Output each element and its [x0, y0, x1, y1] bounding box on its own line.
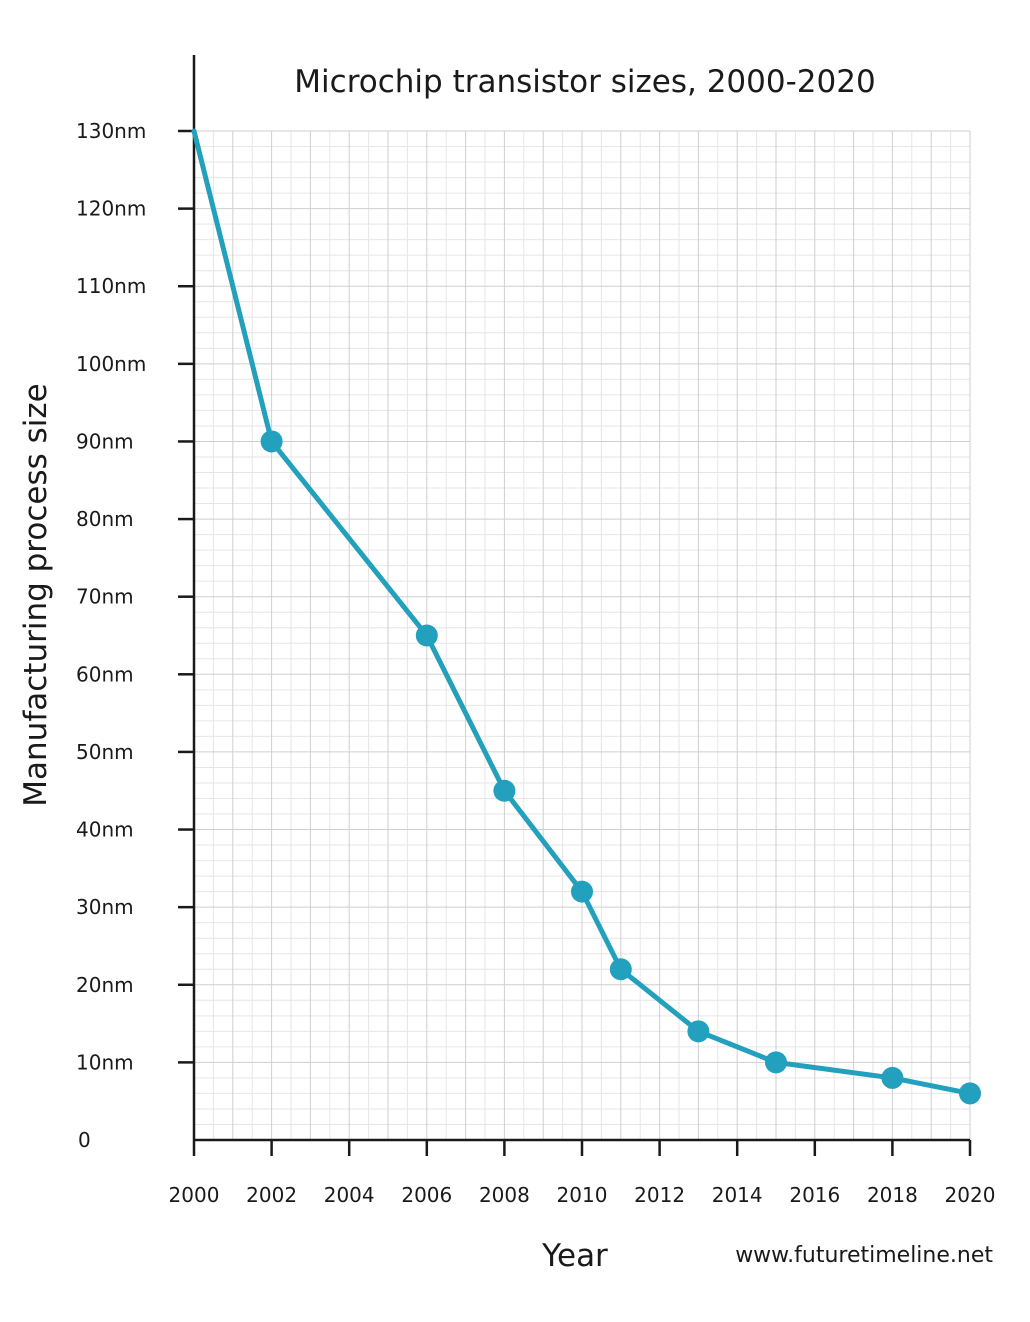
x-tick-label: 2000: [169, 1183, 220, 1207]
x-tick-label: 2018: [867, 1183, 918, 1207]
minor-gridlines: [194, 131, 970, 1140]
data-point: [571, 880, 593, 903]
y-tick-label: 120nm: [76, 197, 146, 221]
y-tick-label: 70nm: [76, 585, 134, 609]
major-gridlines: [193, 130, 971, 1141]
x-tick-label: 2002: [246, 1183, 297, 1207]
data-point: [959, 1082, 981, 1105]
x-tick-label: 2004: [324, 1183, 375, 1207]
data-point: [765, 1051, 787, 1074]
x-tick-label: 2010: [557, 1183, 608, 1207]
data-point: [881, 1066, 904, 1089]
y-tick-label: 110nm: [76, 274, 146, 298]
y-tick-label: 80nm: [76, 507, 134, 531]
data-point: [687, 1020, 710, 1043]
x-axis-label: Year: [541, 1238, 608, 1274]
x-tick-label: 2008: [479, 1183, 530, 1207]
data-point: [493, 779, 516, 802]
y-tick-label: 130nm: [76, 119, 146, 143]
source-credit: www.futuretimeline.net: [735, 1243, 993, 1268]
x-tick-label: 2020: [945, 1183, 996, 1207]
data-point: [609, 958, 632, 981]
x-tick-label: 2012: [634, 1183, 685, 1207]
x-tick-label: 2006: [401, 1183, 452, 1207]
x-axis-ticks: 2000 2002 2004 2006 2008 2010 2012 2014 2016 2018…: [169, 1140, 996, 1207]
data-point: [260, 430, 283, 453]
y-axis-label: Manufacturing process size: [18, 383, 54, 806]
y-tick-label: 90nm: [76, 429, 134, 453]
x-tick-label: 2014: [712, 1183, 763, 1207]
y-tick-label: 30nm: [76, 895, 134, 919]
y-tick-label: 100nm: [76, 352, 146, 376]
y-tick-label: 10nm: [76, 1050, 134, 1074]
y-tick-label: 0: [78, 1128, 91, 1152]
series-line: [191, 128, 973, 1096]
y-tick-label: 60nm: [76, 662, 134, 686]
chart-title: Microchip transistor sizes, 2000-2020: [294, 64, 875, 100]
y-tick-label: 50nm: [76, 740, 134, 764]
data-point: [415, 624, 438, 647]
y-axis-ticks: 0 10nm 20nm 30nm 40nm 50nm 60nm 70nm 80nm 90nm 100…: [76, 119, 194, 1152]
y-tick-label: 40nm: [76, 818, 134, 842]
y-tick-label: 20nm: [76, 973, 134, 997]
series-layer: [191, 128, 981, 1105]
x-tick-label: 2016: [789, 1183, 840, 1207]
